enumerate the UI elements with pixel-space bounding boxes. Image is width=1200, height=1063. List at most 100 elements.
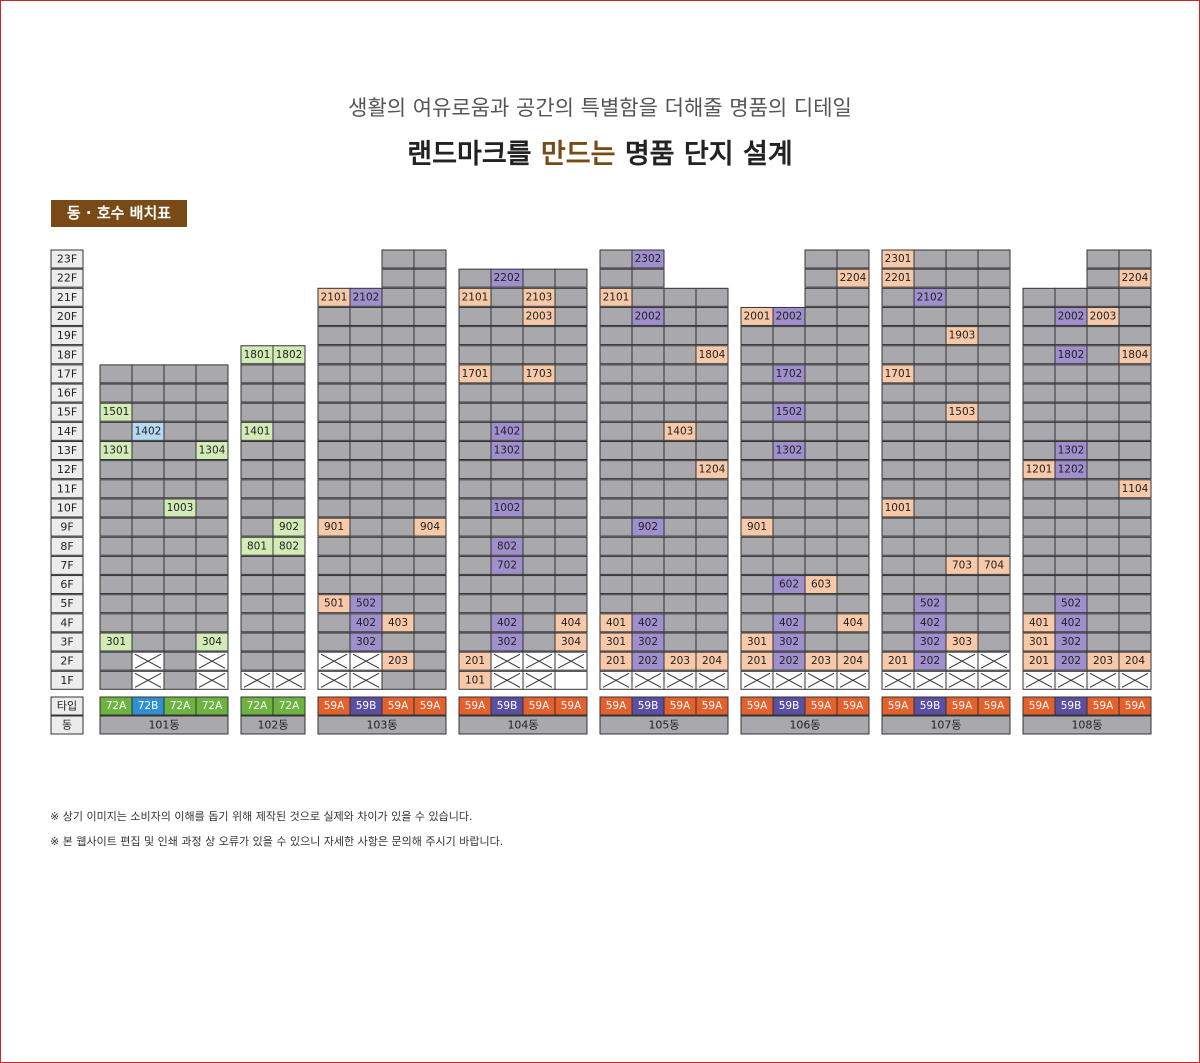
unit-cell xyxy=(1118,594,1152,614)
unit-number: 702 xyxy=(497,559,517,571)
unit-cell xyxy=(1054,498,1088,518)
unit-cell xyxy=(695,517,729,537)
unit-cell xyxy=(522,555,556,575)
unit-cell xyxy=(599,268,633,288)
unit-cell xyxy=(163,460,197,480)
unit-cell xyxy=(458,402,492,422)
unit-cell xyxy=(554,498,588,518)
unit-cell xyxy=(99,536,133,556)
unit-cell xyxy=(99,517,133,537)
unit-cell xyxy=(804,460,838,480)
cross-line xyxy=(666,672,694,688)
type-tag xyxy=(695,696,729,716)
unit-cell xyxy=(240,383,274,403)
unit-cell xyxy=(836,479,870,499)
unit-cell xyxy=(740,383,774,403)
unit-cell xyxy=(945,345,979,365)
floor-label: 15F xyxy=(57,406,77,419)
floor-label: 1F xyxy=(60,674,73,687)
floor-label-box xyxy=(50,421,84,441)
unit-cell xyxy=(1022,575,1056,595)
unit-cell xyxy=(163,402,197,422)
unit-cell xyxy=(881,460,915,480)
dong-name-bar xyxy=(881,715,1011,735)
unit-cell xyxy=(195,421,229,441)
unit-cell xyxy=(413,249,447,269)
unit-cell xyxy=(740,364,774,384)
unit-cell xyxy=(458,421,492,441)
unit-number: 1402 xyxy=(135,425,162,437)
unit-cell xyxy=(663,364,697,384)
unit-cell xyxy=(522,613,556,633)
unit-layout-chart: 23F 22F 21F 20F 19F 18F 17F 16F 15F 14F 13F 12F 11F 1… xyxy=(50,249,1152,735)
unit-cell xyxy=(1118,421,1152,441)
unit-cell xyxy=(522,594,556,614)
dong-name-bar xyxy=(99,715,229,735)
unit-cell xyxy=(131,402,165,422)
unit-number: 1703 xyxy=(526,368,553,380)
unit-cell xyxy=(490,479,524,499)
unit-cell xyxy=(1118,632,1152,652)
unit-cell xyxy=(240,575,274,595)
unit-cell xyxy=(977,402,1011,422)
unit-number: 1804 xyxy=(699,349,726,361)
type-tag-label: 59A xyxy=(1093,700,1114,712)
dong-label-box xyxy=(50,715,84,735)
unit-cell xyxy=(458,498,492,518)
unit-cell xyxy=(554,517,588,537)
unit-number: 1802 xyxy=(1058,349,1085,361)
unit-cell xyxy=(195,441,229,460)
unit-cell xyxy=(554,479,588,499)
unit-cell xyxy=(945,287,979,307)
unit-number: 2103 xyxy=(526,291,553,303)
unit-cell xyxy=(740,594,774,614)
unit-number: 2204 xyxy=(1122,272,1149,284)
unit-cell xyxy=(381,345,415,365)
unit-cell xyxy=(772,498,806,518)
unit-cell xyxy=(1054,479,1088,499)
unit-cell xyxy=(1022,306,1056,326)
unit-cell xyxy=(413,421,447,441)
unit-cell xyxy=(413,287,447,307)
unit-cell xyxy=(631,479,665,499)
unit-cell xyxy=(163,632,197,652)
dong-name-label: 105동 xyxy=(648,719,679,732)
unit-cell xyxy=(740,498,774,518)
cross-line xyxy=(602,672,630,688)
unit-cell xyxy=(131,441,165,460)
unit-cell xyxy=(490,402,524,422)
unit-cell xyxy=(913,306,947,326)
unit-cell xyxy=(163,479,197,499)
unit-number: 1503 xyxy=(949,406,976,418)
unit-number: 201 xyxy=(1029,655,1049,667)
unit-number: 202 xyxy=(779,655,799,667)
unit-cell xyxy=(522,402,556,422)
unit-cell xyxy=(1022,383,1056,403)
unit-number: 1002 xyxy=(494,502,521,514)
unit-cell xyxy=(272,651,306,671)
unit-cell xyxy=(522,326,556,346)
unit-cell xyxy=(195,460,229,480)
type-tag-label: 59A xyxy=(747,700,768,712)
floor-label-box xyxy=(50,517,84,537)
type-tag xyxy=(554,696,588,716)
unit-cell xyxy=(631,594,665,614)
unit-cell xyxy=(913,383,947,403)
unit-cell xyxy=(272,441,306,460)
unit-cell xyxy=(881,555,915,575)
unit-cell xyxy=(554,364,588,384)
unit-cell xyxy=(413,383,447,403)
unit-cell xyxy=(1022,326,1056,346)
unit-cell xyxy=(945,460,979,480)
unit-cell xyxy=(1118,613,1152,633)
unit-cell xyxy=(131,383,165,403)
unit-cell xyxy=(977,441,1011,460)
unit-cell xyxy=(663,306,697,326)
unit-cell xyxy=(913,326,947,346)
unit-cell xyxy=(163,441,197,460)
unit-cell xyxy=(522,441,556,460)
unit-cell xyxy=(240,594,274,614)
unit-cell xyxy=(381,326,415,346)
unit-cell xyxy=(836,613,870,633)
floor-label-box xyxy=(50,594,84,614)
